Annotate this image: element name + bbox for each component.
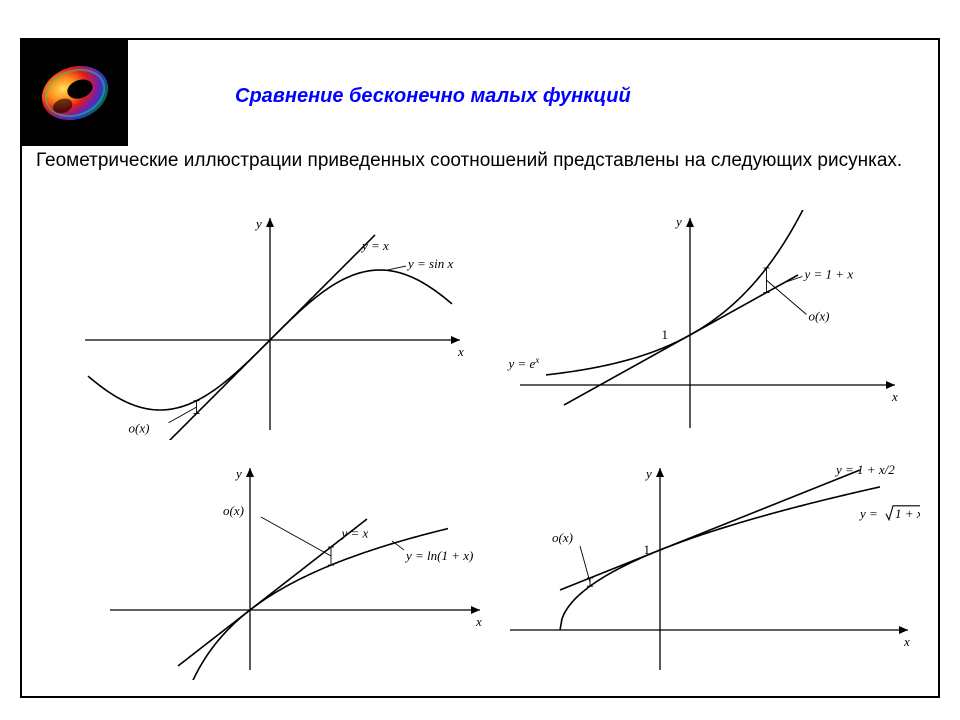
svg-text:y =: y = xyxy=(858,506,878,521)
slide: Сравнение бесконечно малых функций Геоме… xyxy=(0,0,960,720)
chart-sqrt: x y 1 y = 1 + x/2 y = 1 + x o(x) xyxy=(490,460,920,680)
svg-text:y = x: y = x xyxy=(360,238,389,253)
svg-text:o(x): o(x) xyxy=(223,503,244,518)
svg-text:o(x): o(x) xyxy=(129,421,150,436)
chart-ln: x y y = x y = ln(1 + x) o(x) xyxy=(90,460,490,680)
svg-text:1: 1 xyxy=(644,542,651,557)
svg-text:1 + x: 1 + x xyxy=(895,506,920,521)
page-subtitle: Геометрические иллюстрации приведенных с… xyxy=(36,148,916,174)
page-title: Сравнение бесконечно малых функций xyxy=(235,85,631,108)
svg-text:x: x xyxy=(903,634,910,649)
svg-text:y = 1 + x: y = 1 + x xyxy=(803,267,854,282)
chart-sin: x y y = x y = sin x o(x) xyxy=(70,210,470,440)
chart-exp: x y 1 y = 1 + x y = ex o(x) xyxy=(490,210,910,440)
chart-grid: x y y = x y = sin x o(x) x y 1 y = 1 + x y = ex o… xyxy=(40,210,920,680)
svg-text:x: x xyxy=(475,614,482,629)
torus-icon xyxy=(30,48,120,138)
svg-text:y = ln(1 + x): y = ln(1 + x) xyxy=(404,548,473,563)
svg-text:o(x): o(x) xyxy=(809,309,830,324)
svg-text:x: x xyxy=(457,344,464,359)
svg-text:y: y xyxy=(234,466,242,481)
svg-text:y: y xyxy=(674,214,682,229)
svg-text:o(x): o(x) xyxy=(552,530,573,545)
svg-text:1: 1 xyxy=(662,327,669,342)
svg-text:y = ex: y = ex xyxy=(507,355,540,371)
svg-text:x: x xyxy=(891,389,898,404)
svg-text:y = 1 + x/2: y = 1 + x/2 xyxy=(834,462,895,477)
svg-text:y: y xyxy=(644,466,652,481)
svg-text:y = x: y = x xyxy=(340,526,369,541)
svg-text:y: y xyxy=(254,216,262,231)
logo-box xyxy=(22,40,128,146)
svg-text:y = sin x: y = sin x xyxy=(406,256,453,271)
